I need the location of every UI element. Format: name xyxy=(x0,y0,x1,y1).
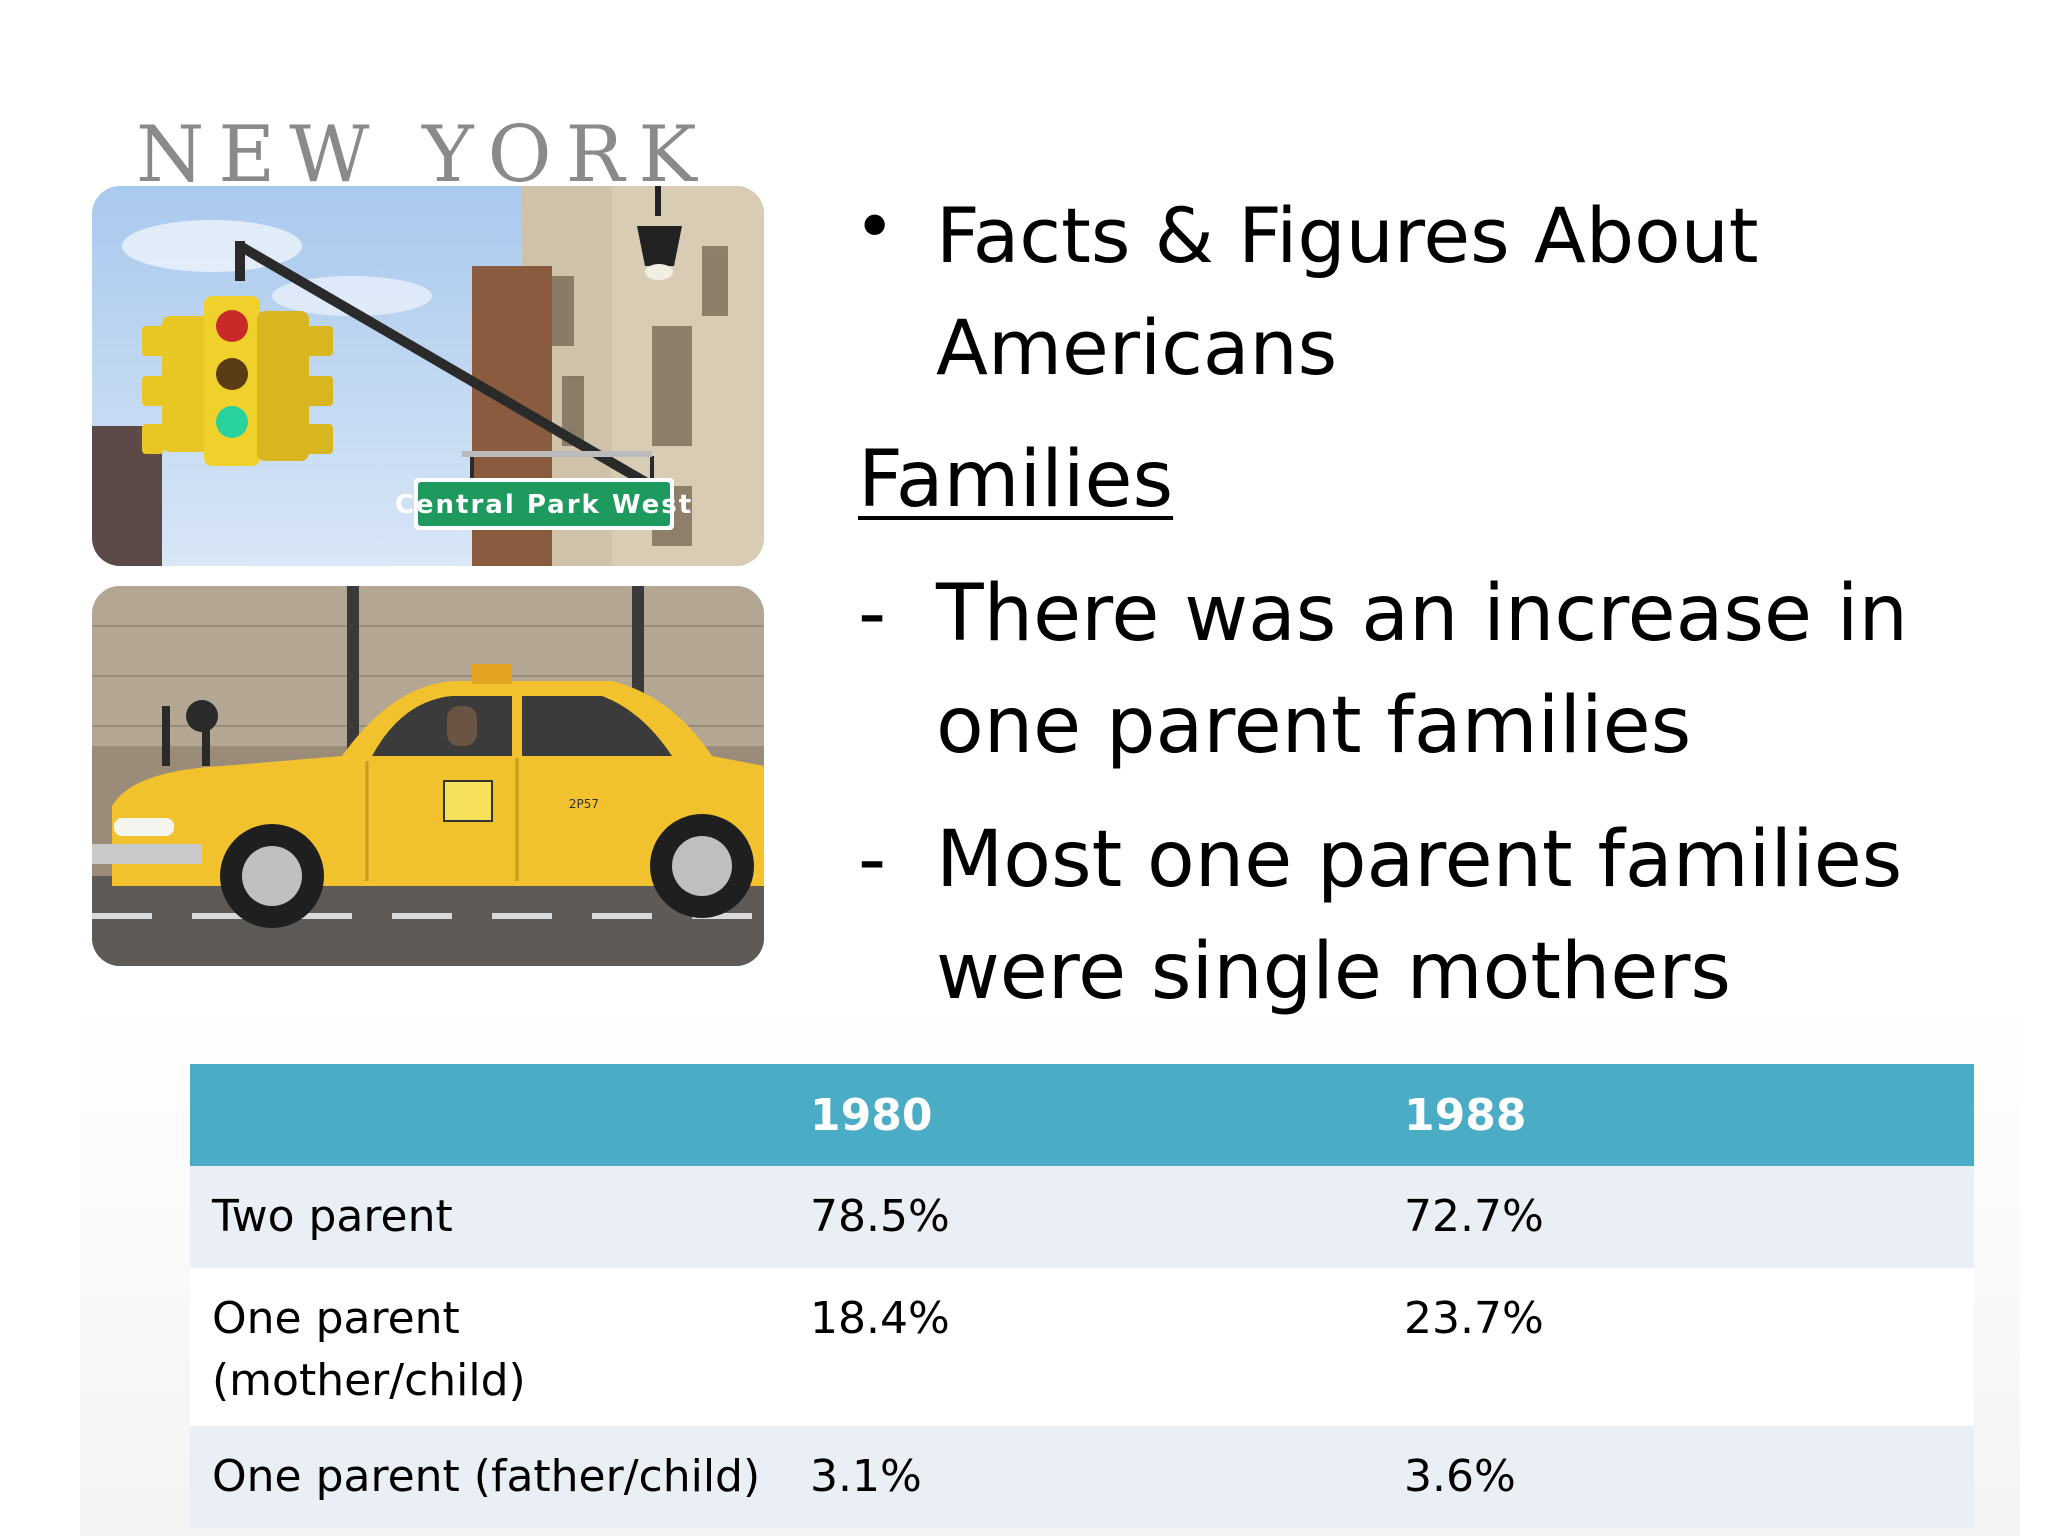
table-cell: 18.4% xyxy=(810,1293,950,1344)
background-gradient xyxy=(80,1000,2020,1536)
table-cell: Two parent xyxy=(212,1191,453,1242)
taxi-photo: 2P57 xyxy=(92,586,764,966)
table-cell: 72.7% xyxy=(1404,1191,1544,1242)
table-header-cell: 1988 xyxy=(1404,1089,1527,1141)
traffic-light-illustration: Central Park West xyxy=(92,186,764,566)
taxi-number-text: 2P57 xyxy=(569,797,599,811)
table-cell: One parent (mother/child) xyxy=(212,1293,526,1406)
point-text: There was an increase in one parent fami… xyxy=(936,569,1908,771)
street-sign-text: Central Park West xyxy=(395,490,693,520)
table-cell: 3.6% xyxy=(1404,1451,1516,1502)
table-header-cell xyxy=(190,1064,788,1166)
bullet-mark: • xyxy=(854,186,896,268)
table-row: One parent (mother/child) 18.4% 23.7% xyxy=(190,1268,1974,1426)
traffic-light-photo: Central Park West xyxy=(92,186,764,566)
table-header-row: 1980 1988 xyxy=(190,1064,1974,1166)
table-row: One parent (father/child) 3.1% 3.6% xyxy=(190,1426,1974,1528)
table-cell: 78.5% xyxy=(810,1191,950,1242)
families-subheading: Families xyxy=(858,435,1174,525)
table-cell: 23.7% xyxy=(1404,1293,1544,1344)
taxi-illustration: 2P57 xyxy=(92,586,764,966)
table-cell: 3.1% xyxy=(810,1451,922,1502)
families-table: 1980 1988 Two parent 78.5% 72.7% One par… xyxy=(190,1064,1974,1528)
dash-mark: - xyxy=(858,815,887,905)
table-header-cell: 1980 xyxy=(810,1089,933,1141)
table-row: Two parent 78.5% 72.7% xyxy=(190,1166,1974,1268)
new-york-caption: NEW YORK xyxy=(136,110,711,200)
dash-mark: - xyxy=(858,569,887,659)
slide-heading: Facts & Figures About Americans xyxy=(936,191,1759,392)
point-text: Most one parent families were single mot… xyxy=(936,815,1903,1017)
table-cell: One parent (father/child) xyxy=(212,1451,761,1502)
